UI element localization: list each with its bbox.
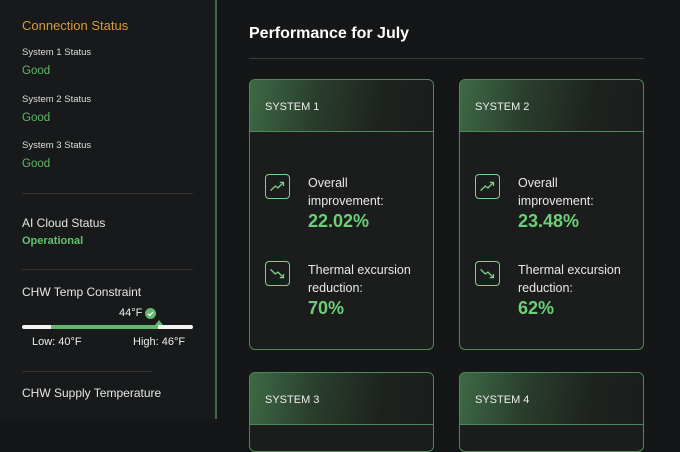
card-header: SYSTEM 3 <box>250 373 433 425</box>
sidebar: Connection Status System 1 Status Good S… <box>0 0 215 419</box>
metric-label: Thermal excursion reduction: <box>308 263 411 295</box>
metric-label: Overall improvement: <box>308 176 384 208</box>
chw-constraint-high: High: 46°F <box>133 336 186 348</box>
metric-label: Thermal excursion reduction: <box>518 263 621 295</box>
system-1-status-label: System 1 Status <box>22 47 92 58</box>
card-header: SYSTEM 2 <box>460 80 643 132</box>
title-divider <box>249 58 644 59</box>
system-2-status-label: System 2 Status <box>22 94 92 105</box>
ai-cloud-status-value: Operational <box>22 235 84 247</box>
chw-temp-constraint-label: CHW Temp Constraint <box>22 285 142 299</box>
divider <box>22 371 152 372</box>
metric-value: 62% <box>518 298 555 318</box>
chw-supply-temperature-label: CHW Supply Temperature <box>22 386 162 400</box>
trend-up-icon <box>265 174 290 199</box>
system-4-card: SYSTEM 4 <box>459 372 644 452</box>
page-title: Performance for July <box>249 25 410 42</box>
slider-range-fill <box>51 325 158 329</box>
chw-constraint-value: 44°F <box>119 307 143 319</box>
system-3-status-value: Good <box>22 158 51 170</box>
trend-up-icon <box>475 174 500 199</box>
chw-constraint-slider[interactable] <box>22 320 193 329</box>
metric-label: Overall improvement: <box>518 176 594 208</box>
system-1-card: SYSTEM 1 Overall improvement: 22.02% Ther… <box>249 79 434 350</box>
system-2-status-value: Good <box>22 112 51 124</box>
metric-value: 70% <box>308 298 345 318</box>
connection-status-title: Connection Status <box>22 18 129 33</box>
system-1-status-value: Good <box>22 65 51 77</box>
system-3-status-label: System 3 Status <box>22 140 92 151</box>
divider <box>22 193 193 194</box>
card-header: SYSTEM 4 <box>460 373 643 425</box>
check-circle-icon <box>145 308 156 319</box>
card-header: SYSTEM 1 <box>250 80 433 132</box>
slider-thumb[interactable] <box>155 320 163 325</box>
ai-cloud-status-label: AI Cloud Status <box>22 216 106 230</box>
chw-constraint-low: Low: 40°F <box>32 336 82 348</box>
system-3-card: SYSTEM 3 <box>249 372 434 452</box>
divider <box>22 269 193 270</box>
metric-value: 22.02% <box>308 211 370 231</box>
metric-value: 23.48% <box>518 211 580 231</box>
trend-down-icon <box>475 261 500 286</box>
sidebar-divider <box>215 0 217 419</box>
system-2-card: SYSTEM 2 Overall improvement: 23.48% Ther… <box>459 79 644 350</box>
trend-down-icon <box>265 261 290 286</box>
